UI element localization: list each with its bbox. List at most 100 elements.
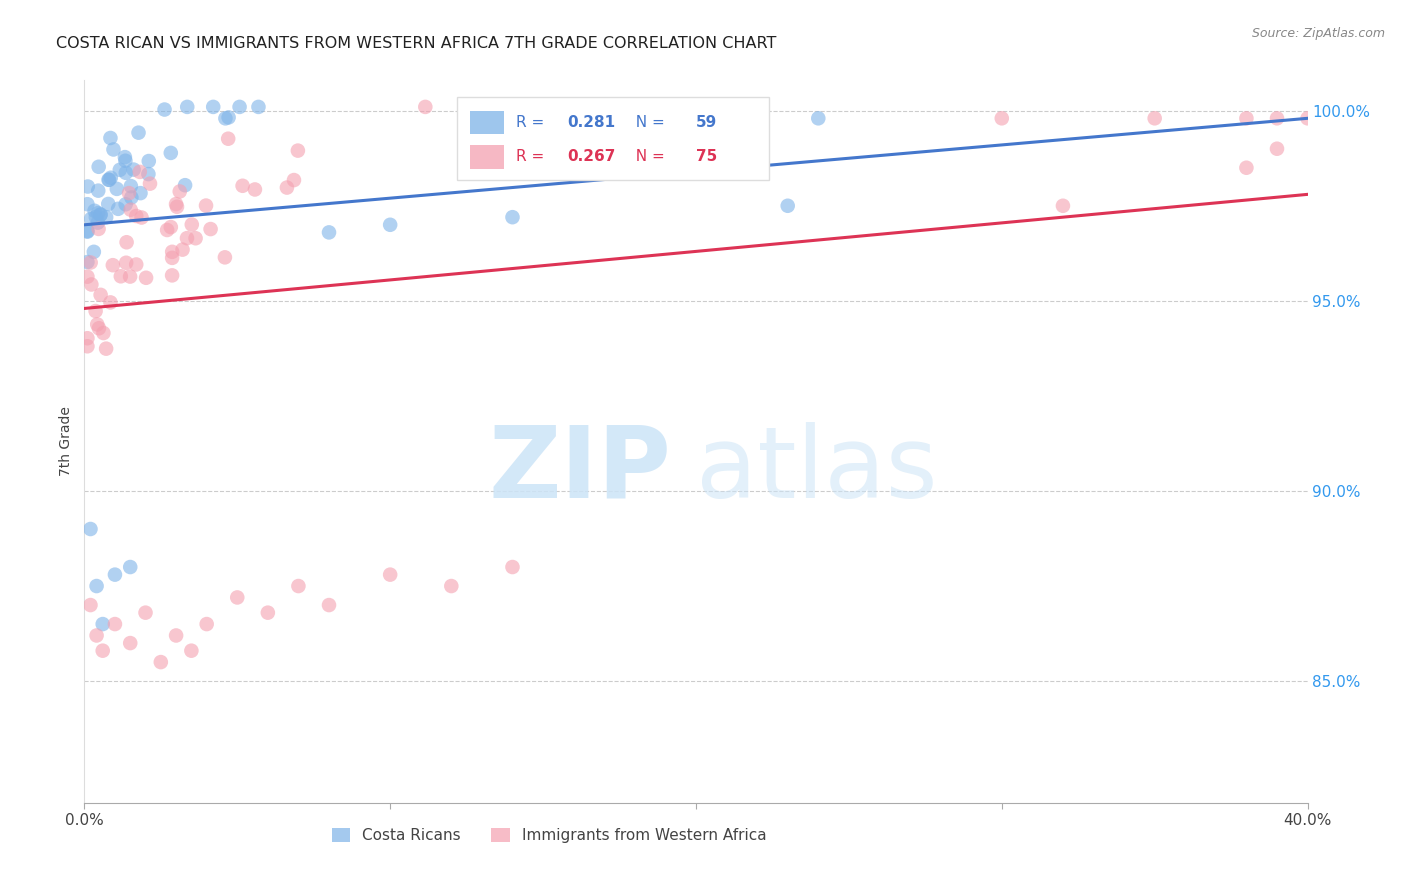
Point: [287, 579, 309, 593]
Point: [79, 522, 101, 536]
Text: 0.267: 0.267: [568, 149, 616, 163]
Bar: [470, 111, 503, 135]
Point: [100, 170, 122, 185]
Point: [318, 598, 340, 612]
Point: [86, 579, 108, 593]
Point: [716, 161, 738, 175]
Point: [1296, 112, 1319, 126]
Point: [114, 166, 136, 180]
Point: [159, 220, 181, 235]
Point: [747, 112, 769, 126]
Point: [138, 154, 160, 169]
Legend: Costa Ricans, Immigrants from Western Africa: Costa Ricans, Immigrants from Western Af…: [326, 822, 773, 849]
Point: [135, 606, 157, 620]
Point: [380, 218, 402, 232]
Point: [114, 153, 136, 168]
Point: [138, 167, 160, 181]
Point: [87, 160, 110, 174]
Point: [685, 112, 707, 126]
Point: [440, 579, 463, 593]
Point: [80, 211, 103, 226]
Point: [104, 567, 127, 582]
Text: 0.281: 0.281: [568, 115, 616, 129]
Point: [76, 331, 98, 345]
Point: [90, 288, 112, 302]
Point: [1265, 112, 1288, 126]
Point: [1265, 142, 1288, 156]
Bar: [470, 145, 503, 169]
Point: [174, 178, 197, 193]
Point: [1052, 199, 1074, 213]
Point: [84, 304, 107, 318]
Point: [125, 209, 148, 223]
Point: [101, 258, 124, 272]
Point: [93, 326, 115, 340]
Point: [180, 643, 202, 657]
Point: [128, 165, 150, 179]
Point: [125, 258, 148, 272]
Point: [160, 268, 183, 283]
Point: [110, 269, 132, 284]
Text: ZIP: ZIP: [489, 422, 672, 519]
Point: [86, 628, 108, 642]
Point: [202, 100, 225, 114]
Point: [120, 179, 142, 194]
Point: [232, 178, 254, 193]
Point: [91, 643, 114, 657]
Point: [87, 206, 110, 220]
FancyBboxPatch shape: [457, 97, 769, 180]
Point: [120, 190, 142, 204]
Point: [1236, 161, 1258, 175]
Point: [120, 269, 142, 284]
Point: [100, 131, 122, 145]
Point: [89, 208, 111, 222]
Point: [97, 197, 120, 211]
Point: [108, 162, 131, 177]
Point: [86, 318, 108, 332]
Point: [76, 339, 98, 353]
Point: [115, 235, 138, 250]
Point: [76, 179, 98, 194]
Point: [105, 182, 128, 196]
Point: [87, 184, 110, 198]
Text: N =: N =: [626, 115, 669, 129]
Point: [1143, 112, 1166, 126]
Point: [118, 186, 141, 200]
Point: [214, 251, 236, 265]
Text: 75: 75: [696, 149, 717, 163]
Point: [228, 100, 250, 114]
Text: N =: N =: [626, 149, 669, 163]
Point: [195, 198, 218, 212]
Point: [169, 185, 191, 199]
Point: [257, 606, 280, 620]
Point: [139, 177, 162, 191]
Point: [520, 100, 543, 114]
Point: [120, 636, 142, 650]
Point: [160, 251, 183, 265]
Point: [502, 560, 524, 574]
Point: [104, 617, 127, 632]
Point: [502, 210, 524, 224]
Point: [380, 567, 402, 582]
Point: [76, 269, 98, 284]
Point: [153, 103, 176, 117]
Point: [214, 112, 236, 126]
Point: [100, 295, 122, 310]
Y-axis label: 7th Grade: 7th Grade: [59, 407, 73, 476]
Point: [184, 231, 207, 245]
Point: [96, 210, 118, 224]
Point: [76, 225, 98, 239]
Point: [176, 100, 198, 114]
Point: [114, 197, 136, 211]
Point: [76, 255, 98, 269]
Point: [160, 244, 183, 259]
Text: 59: 59: [696, 115, 717, 129]
Point: [87, 222, 110, 236]
Point: [1236, 112, 1258, 126]
Point: [129, 186, 152, 201]
Text: atlas: atlas: [696, 422, 938, 519]
Point: [122, 162, 145, 177]
Point: [180, 218, 202, 232]
Point: [84, 210, 107, 224]
Point: [200, 222, 222, 236]
